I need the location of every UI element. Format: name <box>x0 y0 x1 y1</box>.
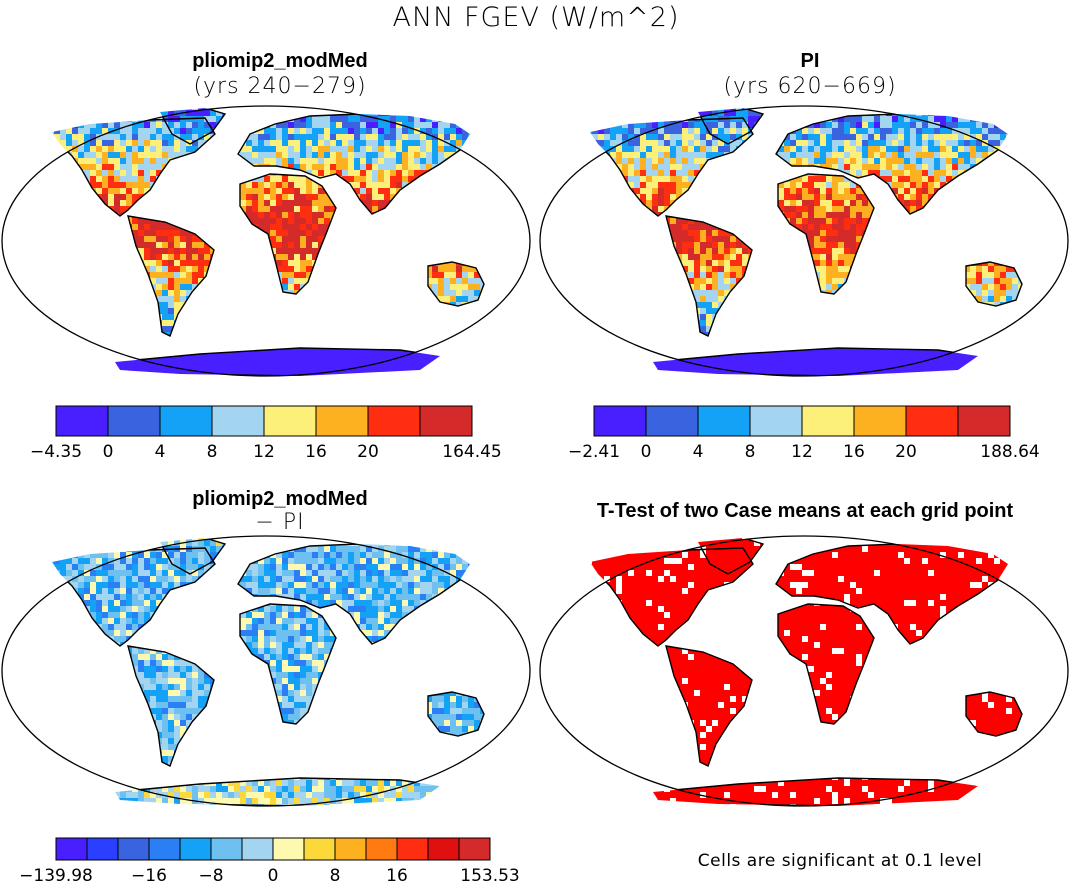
colorbar-label: 12 <box>791 442 813 462</box>
colorbar-swatch <box>211 405 265 437</box>
colorbar-label: 153.53 <box>460 866 519 885</box>
colorbar-label: −139.98 <box>19 866 93 885</box>
panel-subtitle-top-right: (yrs 620−669) <box>723 74 897 99</box>
colorbar-swatch <box>396 837 429 861</box>
figure-title: ANN FGEV (W/m^2) <box>392 2 680 33</box>
colorbar-swatch <box>905 405 959 437</box>
panel-subtitle-bottom-left: − PI <box>255 510 305 535</box>
colorbar-label: 164.45 <box>442 442 501 462</box>
panel-title-top-left: pliomip2_modMed <box>192 50 368 72</box>
colorbar-label: 0 <box>641 442 652 462</box>
colorbar-label: 20 <box>357 442 379 462</box>
map-panel-top-left <box>1 105 531 377</box>
colorbar-swatch <box>117 837 150 861</box>
colorbar-swatch <box>645 405 699 437</box>
colorbar-swatch <box>107 405 161 437</box>
colorbar-label: 8 <box>207 442 218 462</box>
colorbar-swatch <box>334 837 367 861</box>
significance-note: Cells are significant at 0.1 level <box>697 851 983 871</box>
panel-title-bottom-left: pliomip2_modMed <box>192 488 368 510</box>
colorbar-swatch <box>241 837 274 861</box>
panel-subtitle-top-left: (yrs 240−279) <box>193 74 367 99</box>
colorbar-swatch <box>801 405 855 437</box>
colorbar-swatch <box>957 405 1011 437</box>
colorbar-swatch <box>303 837 336 861</box>
map-panel-bottom-right <box>539 535 1069 807</box>
colorbar-swatch <box>148 837 181 861</box>
colorbar-swatch <box>210 837 243 861</box>
colorbar-swatch <box>315 405 369 437</box>
colorbar-swatch <box>272 837 305 861</box>
colorbar-label: 4 <box>155 442 166 462</box>
colorbar-swatch <box>697 405 751 437</box>
colorbar-label: −4.35 <box>30 442 82 462</box>
colorbar-label: 4 <box>693 442 704 462</box>
colorbar-label: 0 <box>268 866 279 885</box>
colorbar-label: 0 <box>103 442 114 462</box>
colorbar-swatch <box>86 837 119 861</box>
colorbar-swatch <box>55 837 88 861</box>
colorbar-top-left: −4.35 0 4 8 12 16 20 164.45 <box>30 405 502 462</box>
colorbar-label: 8 <box>745 442 756 462</box>
colorbar-label: 188.64 <box>980 442 1039 462</box>
colorbar-label: 16 <box>386 866 408 885</box>
colorbar-swatch <box>159 405 213 437</box>
colorbar-swatch <box>365 837 398 861</box>
colorbar-bottom-left: −139.98 −16 −8 0 8 16 153.53 <box>19 837 520 885</box>
colorbar-swatch <box>593 405 647 437</box>
colorbar-swatch <box>458 837 491 861</box>
panel-title-bottom-right: T-Test of two Case means at each grid po… <box>596 500 1014 522</box>
colorbar-swatch <box>749 405 803 437</box>
colorbar-label: 16 <box>843 442 865 462</box>
colorbar-label: 8 <box>330 866 341 885</box>
map-panel-bottom-left <box>1 535 531 807</box>
map-panel-top-right <box>539 105 1069 377</box>
colorbar-label: 16 <box>305 442 327 462</box>
colorbar-label: −8 <box>198 866 223 885</box>
colorbar-label: −2.41 <box>568 442 620 462</box>
colorbar-swatch <box>367 405 421 437</box>
colorbar-label: 12 <box>253 442 275 462</box>
colorbar-swatch <box>419 405 473 437</box>
colorbar-label: 20 <box>895 442 917 462</box>
colorbar-swatch <box>179 837 212 861</box>
colorbar-swatch <box>853 405 907 437</box>
colorbar-top-right: −2.41 0 4 8 12 16 20 188.64 <box>568 405 1040 462</box>
colorbar-swatch <box>55 405 109 437</box>
colorbar-swatch <box>427 837 460 861</box>
panel-title-top-right: PI <box>800 50 820 72</box>
colorbar-label: −16 <box>131 866 167 885</box>
colorbar-swatch <box>263 405 317 437</box>
